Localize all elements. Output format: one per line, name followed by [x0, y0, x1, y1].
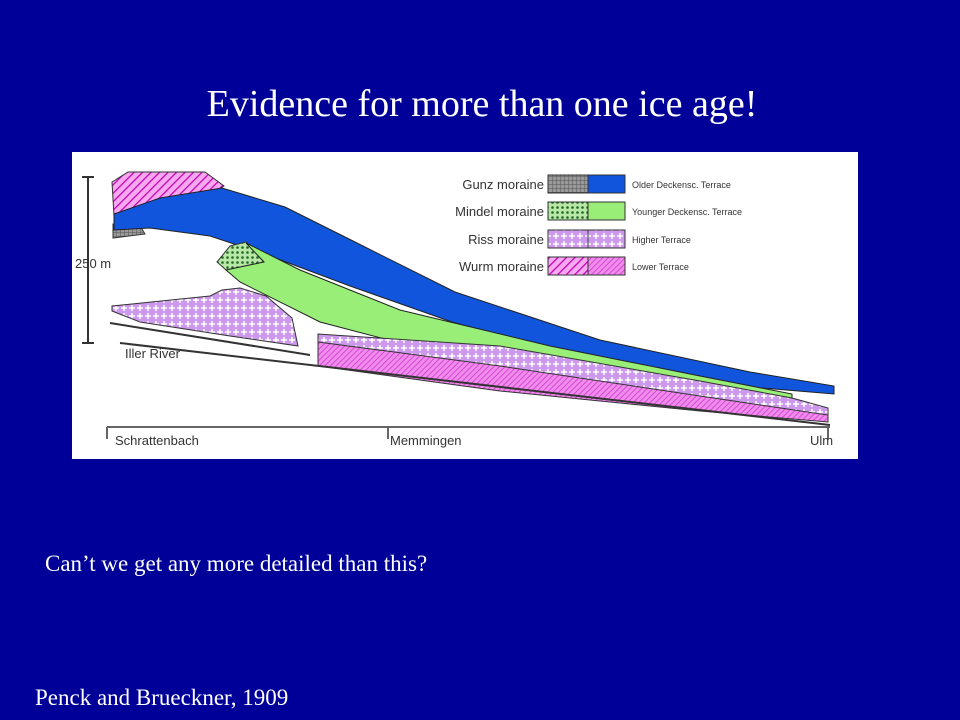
- legend-terrace: Older Deckensc. Terrace: [632, 180, 731, 190]
- older-terrace: [113, 187, 835, 395]
- legend-swatch: [587, 174, 626, 194]
- legend-moraine: Wurm moraine: [459, 259, 544, 274]
- lower-terrace: [317, 341, 829, 423]
- legend-moraine: Mindel moraine: [455, 204, 544, 219]
- legend-swatch: [547, 256, 589, 276]
- question: Can’t we get any more detailed than this…: [45, 551, 427, 576]
- baseline: [106, 426, 830, 439]
- legend-swatch: [587, 256, 626, 276]
- riss-moraine: [111, 287, 299, 347]
- scale-label: 250 m: [75, 256, 111, 271]
- place-label: Ulm: [810, 433, 833, 448]
- legend-swatch: [547, 229, 589, 249]
- legend-moraine: Gunz moraine: [462, 177, 544, 192]
- citation: Penck and Brueckner, 1909: [35, 685, 288, 710]
- legend-swatch: [587, 229, 626, 249]
- place-label: Memmingen: [390, 433, 462, 448]
- legend-terrace: Higher Terrace: [632, 235, 691, 245]
- legend-moraine: Riss moraine: [468, 232, 544, 247]
- river-label: Iller River: [125, 346, 181, 361]
- title: Evidence for more than one ice age!: [207, 83, 758, 125]
- ground-line: [109, 322, 831, 426]
- legend-swatch: [547, 174, 589, 194]
- place-label: Schrattenbach: [115, 433, 199, 448]
- legend-swatch: [587, 201, 626, 221]
- legend-terrace: Younger Deckensc. Terrace: [632, 207, 742, 217]
- legend: Gunz moraine Older Deckensc. Terrace Min…: [455, 174, 742, 276]
- figure: 250 m Iller River Schrattenbach Memminge…: [72, 152, 858, 459]
- legend-swatch: [547, 201, 589, 221]
- scale-bar: [82, 176, 94, 344]
- legend-terrace: Lower Terrace: [632, 262, 689, 272]
